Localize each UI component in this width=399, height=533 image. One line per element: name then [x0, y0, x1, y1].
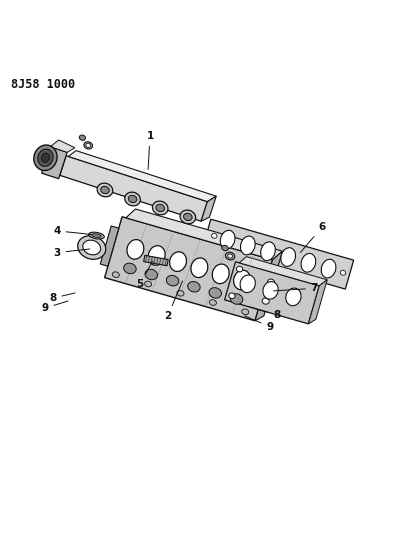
- Ellipse shape: [340, 270, 346, 275]
- Polygon shape: [255, 251, 282, 321]
- Ellipse shape: [233, 270, 251, 290]
- Polygon shape: [203, 219, 354, 289]
- Text: 9: 9: [41, 301, 68, 313]
- Ellipse shape: [227, 254, 233, 258]
- Ellipse shape: [166, 276, 179, 286]
- Ellipse shape: [180, 210, 196, 224]
- Ellipse shape: [301, 254, 316, 272]
- Polygon shape: [239, 256, 327, 286]
- Ellipse shape: [170, 252, 186, 271]
- Ellipse shape: [112, 272, 119, 278]
- Ellipse shape: [177, 290, 184, 296]
- Ellipse shape: [225, 252, 235, 260]
- Polygon shape: [100, 226, 119, 266]
- Text: 5: 5: [136, 261, 152, 289]
- Polygon shape: [225, 262, 319, 324]
- Ellipse shape: [212, 264, 229, 284]
- Text: 8: 8: [250, 307, 280, 320]
- Ellipse shape: [34, 145, 57, 171]
- Ellipse shape: [237, 266, 243, 272]
- Polygon shape: [308, 280, 327, 324]
- Text: 8J58 1000: 8J58 1000: [11, 78, 75, 91]
- Ellipse shape: [191, 258, 208, 278]
- Ellipse shape: [125, 192, 140, 206]
- Ellipse shape: [220, 230, 235, 249]
- Ellipse shape: [38, 149, 53, 166]
- Ellipse shape: [41, 153, 49, 163]
- Ellipse shape: [152, 201, 168, 215]
- Ellipse shape: [209, 300, 216, 305]
- Ellipse shape: [188, 281, 200, 292]
- Polygon shape: [201, 196, 216, 221]
- Polygon shape: [126, 209, 282, 260]
- Ellipse shape: [229, 293, 235, 298]
- Ellipse shape: [211, 233, 217, 238]
- Ellipse shape: [222, 245, 228, 251]
- Ellipse shape: [127, 240, 144, 259]
- Ellipse shape: [321, 259, 336, 278]
- Ellipse shape: [263, 281, 278, 299]
- Ellipse shape: [84, 142, 93, 149]
- Ellipse shape: [230, 294, 243, 304]
- Ellipse shape: [86, 143, 91, 148]
- Ellipse shape: [83, 240, 101, 255]
- Ellipse shape: [145, 269, 158, 280]
- Ellipse shape: [286, 288, 301, 306]
- Ellipse shape: [209, 288, 221, 298]
- Ellipse shape: [128, 195, 137, 203]
- Ellipse shape: [242, 309, 249, 314]
- Ellipse shape: [124, 263, 136, 273]
- Ellipse shape: [240, 275, 255, 293]
- Text: 9: 9: [245, 316, 274, 332]
- Ellipse shape: [144, 281, 152, 287]
- Polygon shape: [60, 156, 207, 221]
- Ellipse shape: [241, 236, 255, 255]
- Text: 1: 1: [146, 131, 154, 169]
- Ellipse shape: [92, 234, 101, 237]
- Polygon shape: [68, 151, 216, 201]
- Text: 2: 2: [164, 281, 183, 321]
- Ellipse shape: [79, 135, 85, 140]
- Polygon shape: [41, 147, 67, 179]
- Text: 3: 3: [53, 248, 90, 257]
- Ellipse shape: [78, 236, 106, 259]
- Ellipse shape: [101, 187, 109, 193]
- Ellipse shape: [97, 183, 113, 197]
- Ellipse shape: [261, 242, 275, 261]
- Ellipse shape: [262, 298, 269, 304]
- Polygon shape: [259, 273, 278, 310]
- Ellipse shape: [268, 279, 275, 285]
- Ellipse shape: [148, 246, 165, 265]
- Ellipse shape: [156, 204, 164, 212]
- Text: 8: 8: [49, 293, 75, 303]
- Text: 7: 7: [274, 284, 318, 293]
- Polygon shape: [144, 255, 168, 266]
- Text: 4: 4: [53, 226, 92, 236]
- Ellipse shape: [281, 248, 296, 266]
- Ellipse shape: [89, 232, 104, 239]
- Polygon shape: [105, 217, 273, 321]
- Text: 6: 6: [300, 222, 326, 253]
- Polygon shape: [50, 140, 75, 152]
- Ellipse shape: [184, 213, 192, 221]
